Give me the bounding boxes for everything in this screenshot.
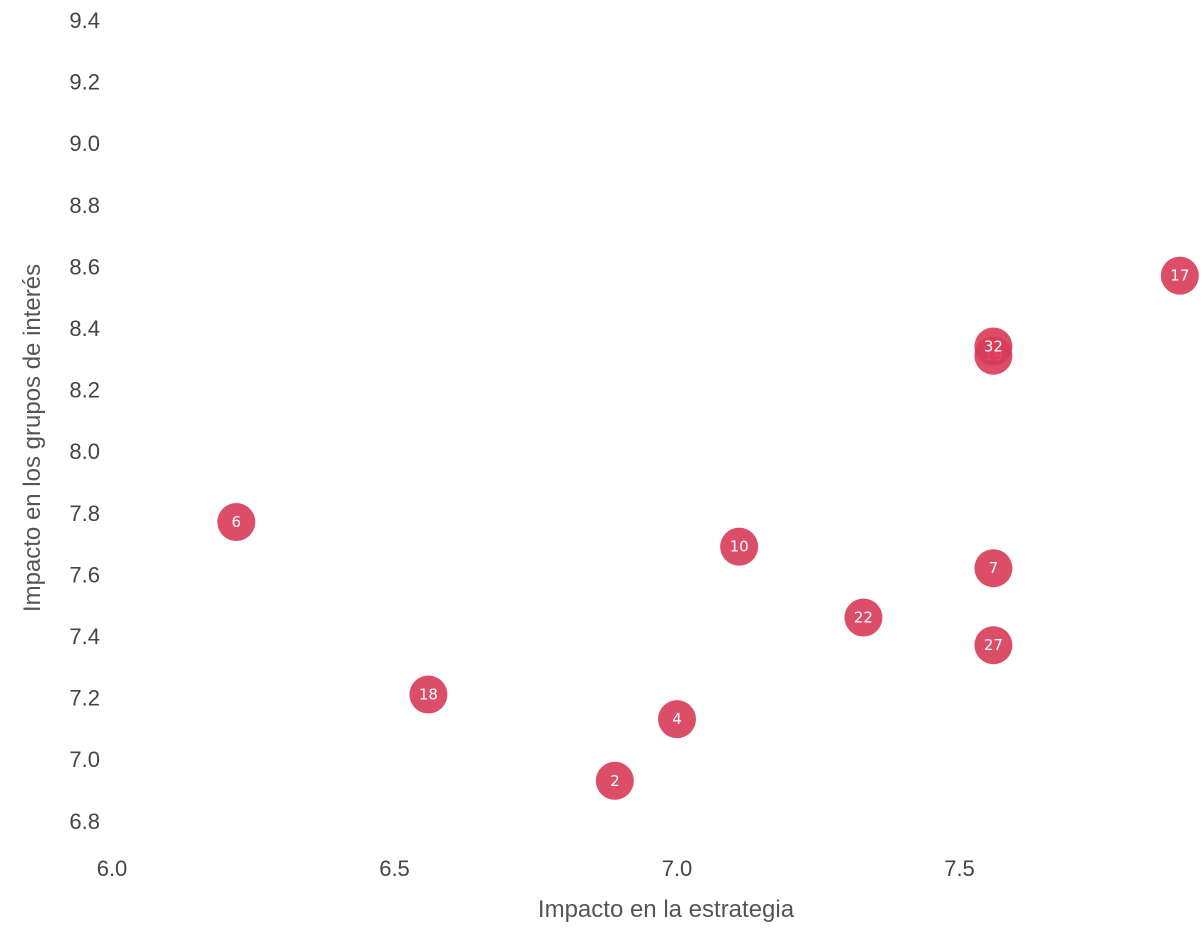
y-tick-label: 8.8 — [69, 193, 100, 218]
y-axis-title: Impacto en los grupos de interés — [19, 264, 46, 612]
data-points: 1234567891011121314151617181920212223242… — [217, 256, 1199, 800]
data-point: 17 — [1160, 256, 1199, 295]
data-point: 27 — [974, 626, 1013, 665]
y-tick-label: 7.2 — [69, 686, 100, 711]
x-tick-label: 7.0 — [662, 856, 693, 881]
y-tick-label: 7.6 — [69, 562, 100, 587]
y-tick-label: 9.2 — [69, 70, 100, 95]
point-label: 7 — [989, 559, 999, 577]
point-marker — [658, 700, 696, 739]
point-label: 2 — [610, 772, 620, 790]
data-point: 18 — [409, 675, 448, 714]
point-label: 22 — [854, 609, 873, 627]
point-label: 4 — [672, 710, 682, 728]
data-point: 10 — [720, 527, 759, 566]
x-tick-label: 6.0 — [97, 856, 128, 881]
x-axis-ticks: 6.06.57.07.58.08.59.09.5 — [97, 856, 975, 881]
data-point: 4 — [658, 700, 696, 739]
y-tick-label: 9.0 — [69, 131, 100, 156]
y-axis-ticks: 9.4 9.2 9.0 8.8 8.6 8.4 8.2 8.0 7.8 7.6 7.4 7.2 7.0 6… — [69, 8, 100, 834]
x-tick-label: 6.5 — [379, 856, 410, 881]
y-tick-label: 6.8 — [69, 809, 100, 834]
data-point: 2 — [595, 761, 634, 800]
point-label: 18 — [419, 686, 438, 704]
data-point: 7 — [974, 549, 1013, 588]
y-tick-label: 8.4 — [69, 316, 100, 341]
y-tick-label: 9.4 — [69, 8, 100, 33]
point-marker — [974, 327, 1013, 366]
point-marker — [595, 761, 634, 800]
point-marker — [217, 503, 256, 542]
point-label: 10 — [730, 538, 749, 556]
point-label: 32 — [984, 337, 1003, 355]
point-label: 6 — [232, 513, 242, 531]
point-marker — [720, 527, 759, 566]
data-point: 22 — [844, 598, 883, 637]
y-tick-label: 7.8 — [69, 501, 100, 526]
x-axis-title: Impacto en la estrategia — [538, 896, 795, 923]
point-marker — [974, 549, 1013, 588]
data-point: 32 — [974, 327, 1013, 366]
point-label: 27 — [984, 636, 1003, 654]
point-label: 17 — [1170, 267, 1189, 285]
point-marker — [974, 626, 1013, 665]
x-tick-label: 7.5 — [944, 856, 975, 881]
y-tick-label: 7.0 — [69, 747, 100, 772]
point-marker — [409, 675, 448, 714]
data-point: 6 — [217, 503, 256, 542]
y-tick-label: 8.2 — [69, 378, 100, 403]
y-tick-label: 8.6 — [69, 254, 100, 279]
y-tick-label: 8.0 — [69, 439, 100, 464]
point-marker — [1160, 256, 1199, 295]
y-tick-label: 7.4 — [69, 624, 100, 649]
point-marker — [844, 598, 883, 637]
